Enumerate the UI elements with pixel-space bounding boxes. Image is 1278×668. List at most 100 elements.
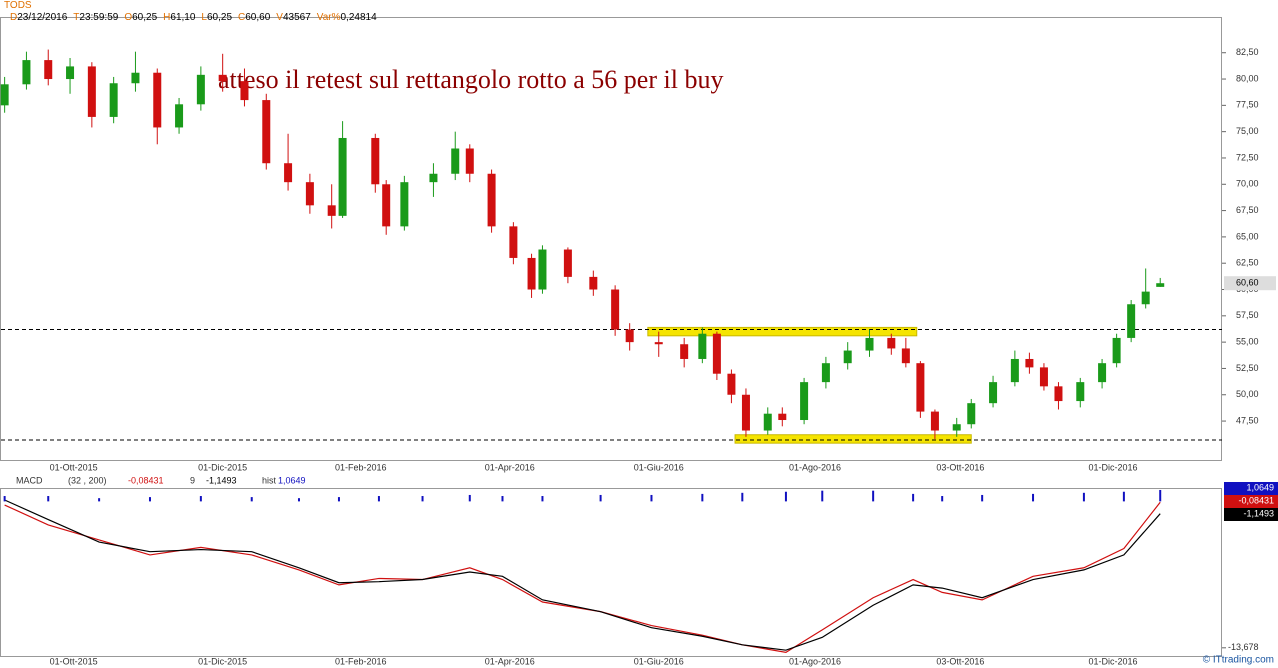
candle-body bbox=[952, 424, 961, 431]
annotation: atteso il retest sul rettangolo rotto a … bbox=[218, 65, 723, 94]
legend-name: (32 , 200) bbox=[68, 475, 107, 485]
candle-body bbox=[865, 337, 874, 351]
candle-body bbox=[589, 276, 598, 290]
hist-bar bbox=[47, 496, 50, 502]
x-tick-label: 01-Dic-2016 bbox=[1088, 462, 1137, 472]
legend-value: -1,1493 bbox=[206, 475, 237, 485]
x-tick-label: 01-Giu-2016 bbox=[634, 462, 684, 472]
candle-body bbox=[153, 72, 162, 128]
hist-bar bbox=[701, 493, 704, 502]
x-tick-label: 01-Feb-2016 bbox=[335, 656, 387, 666]
hist-bar bbox=[821, 490, 824, 502]
candle-body bbox=[800, 382, 809, 421]
candle-body bbox=[338, 137, 347, 216]
y-tick-label: 65,00 bbox=[1236, 231, 1259, 241]
candle-body bbox=[284, 163, 293, 183]
candle-body bbox=[916, 363, 925, 412]
candle-body bbox=[527, 257, 536, 290]
candle-body bbox=[698, 333, 707, 359]
hist-bar bbox=[199, 496, 202, 502]
candle-body bbox=[371, 137, 380, 185]
hist-bar bbox=[941, 496, 944, 502]
hist-bar bbox=[599, 494, 602, 502]
candle-body bbox=[429, 173, 438, 183]
candle-body bbox=[1156, 283, 1165, 287]
candle-body bbox=[0, 84, 9, 106]
x-tick-label: 01-Ott-2015 bbox=[50, 462, 98, 472]
copyright: © ITtrading.com bbox=[1203, 655, 1274, 666]
y-tick-label: 50,00 bbox=[1236, 389, 1259, 399]
x-tick-label: 01-Apr-2016 bbox=[485, 656, 535, 666]
hist-bar bbox=[250, 497, 253, 502]
y-tick-label: 72,50 bbox=[1236, 152, 1259, 162]
candle-body bbox=[680, 344, 689, 359]
hist-bar bbox=[421, 496, 424, 502]
last-value-label: -1,1493 bbox=[1243, 508, 1274, 518]
last-value-box bbox=[1224, 482, 1278, 495]
y-tick-label: 62,50 bbox=[1236, 258, 1259, 268]
y-tick-label: 67,50 bbox=[1236, 205, 1259, 215]
last-price-label: 60,60 bbox=[1236, 278, 1259, 288]
hist-bar bbox=[3, 496, 6, 502]
candle-body bbox=[1039, 367, 1048, 387]
candle-body bbox=[22, 60, 31, 85]
candle-body bbox=[821, 363, 830, 383]
x-tick-label: 01-Apr-2016 bbox=[485, 462, 535, 472]
candle-body bbox=[712, 333, 721, 374]
hist-bar bbox=[337, 497, 340, 502]
candle-body bbox=[901, 348, 910, 364]
hist-bar bbox=[912, 493, 915, 502]
candle-body bbox=[563, 249, 572, 277]
candle-body bbox=[727, 373, 736, 395]
hist-bar bbox=[501, 496, 504, 502]
symbol: TODS bbox=[4, 0, 32, 11]
candle-body bbox=[400, 182, 409, 227]
candle-body bbox=[1112, 337, 1121, 364]
candle-body bbox=[843, 350, 852, 364]
hist-bar bbox=[541, 496, 544, 502]
field-value: 23/12/2016 bbox=[17, 12, 68, 23]
candle-body bbox=[451, 148, 460, 174]
hist-bar bbox=[1159, 489, 1162, 502]
y-tick-label: -13,678 bbox=[1228, 642, 1259, 652]
hist-bar bbox=[297, 498, 300, 502]
y-tick-label: 52,50 bbox=[1236, 363, 1259, 373]
hist-bar bbox=[468, 494, 471, 502]
hist-bar bbox=[1122, 491, 1125, 502]
candle-body bbox=[625, 329, 634, 343]
candle-body bbox=[989, 382, 998, 404]
hist-bar bbox=[1032, 493, 1035, 502]
hist-bar bbox=[148, 497, 151, 502]
field-value: 60,25 bbox=[206, 12, 233, 23]
macd-line bbox=[4, 499, 1161, 651]
x-tick-label: 01-Ago-2016 bbox=[789, 656, 841, 666]
candle-body bbox=[1076, 382, 1085, 402]
last-value-box bbox=[1224, 508, 1278, 521]
candle-body bbox=[175, 104, 184, 128]
y-tick-label: 57,50 bbox=[1236, 310, 1259, 320]
field-value: 61,10 bbox=[170, 12, 196, 23]
hist-bar bbox=[1082, 492, 1085, 502]
field-key: V bbox=[276, 12, 283, 23]
hist-bar bbox=[872, 490, 875, 502]
candle-body bbox=[87, 66, 96, 117]
candle-body bbox=[305, 182, 314, 206]
candle-body bbox=[887, 337, 896, 349]
candle-body bbox=[654, 342, 663, 345]
x-tick-label: 01-Ott-2015 bbox=[50, 656, 98, 666]
candle-body bbox=[218, 74, 227, 82]
candle-body bbox=[778, 413, 787, 421]
candle-body bbox=[741, 394, 750, 431]
x-tick-label: 01-Feb-2016 bbox=[335, 462, 387, 472]
hist-bar bbox=[741, 492, 744, 502]
candle-body bbox=[1098, 363, 1107, 383]
hist-bar bbox=[784, 491, 787, 502]
y-tick-label: 70,00 bbox=[1236, 179, 1259, 189]
candle-body bbox=[66, 66, 75, 80]
x-tick-label: 01-Dic-2015 bbox=[198, 462, 247, 472]
candle-body bbox=[327, 205, 336, 216]
x-tick-label: 01-Dic-2016 bbox=[1088, 656, 1137, 666]
hist-bar bbox=[377, 496, 380, 502]
